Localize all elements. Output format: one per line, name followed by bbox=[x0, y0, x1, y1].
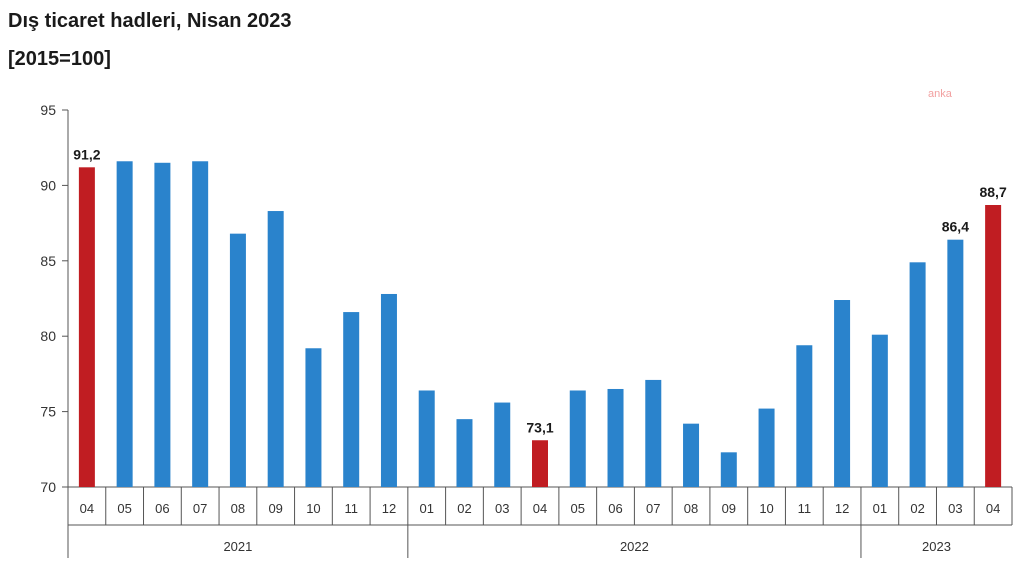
x-tick-label: 09 bbox=[268, 501, 282, 516]
x-tick-label: 01 bbox=[419, 501, 433, 516]
bar bbox=[796, 345, 813, 487]
bar bbox=[720, 452, 737, 487]
x-tick-label: 07 bbox=[646, 501, 660, 516]
x-tick-label: 03 bbox=[495, 501, 509, 516]
bar bbox=[229, 233, 246, 487]
bar bbox=[985, 205, 1002, 487]
bar bbox=[532, 440, 548, 487]
x-tick-label: 04 bbox=[533, 501, 547, 516]
bar bbox=[871, 334, 888, 487]
x-tick-label: 06 bbox=[155, 501, 169, 516]
bar bbox=[683, 423, 700, 487]
bar bbox=[909, 262, 926, 487]
bar bbox=[569, 390, 586, 487]
bar bbox=[758, 408, 775, 487]
y-tick-label: 95 bbox=[40, 102, 56, 118]
x-tick-label: 04 bbox=[986, 501, 1000, 516]
bar bbox=[154, 162, 171, 487]
x-tick-label: 05 bbox=[117, 501, 131, 516]
watermark-logo: anka bbox=[928, 88, 952, 100]
data-label: 91,2 bbox=[73, 146, 100, 162]
bar bbox=[267, 211, 284, 487]
x-tick-label: 11 bbox=[344, 501, 358, 516]
x-tick-label: 10 bbox=[306, 501, 320, 516]
chart-subtitle: [2015=100] bbox=[8, 48, 111, 70]
x-tick-label: 08 bbox=[231, 501, 245, 516]
x-tick-label: 07 bbox=[193, 501, 207, 516]
y-tick-label: 75 bbox=[40, 404, 56, 420]
bar bbox=[116, 161, 133, 487]
bar bbox=[418, 390, 435, 487]
bar bbox=[78, 167, 95, 487]
data-label: 86,4 bbox=[942, 219, 969, 235]
y-tick-label: 70 bbox=[40, 479, 56, 495]
x-tick-label: 02 bbox=[910, 501, 924, 516]
x-tick-label: 08 bbox=[684, 501, 698, 516]
data-label: 88,7 bbox=[979, 184, 1006, 200]
chart-title: Dış ticaret hadleri, Nisan 2023 bbox=[8, 10, 292, 32]
x-tick-label: 01 bbox=[873, 501, 887, 516]
x-tick-label: 04 bbox=[80, 501, 94, 516]
x-year-label: 2022 bbox=[620, 539, 649, 554]
bar bbox=[947, 239, 964, 487]
bar bbox=[305, 348, 322, 487]
x-tick-label: 12 bbox=[835, 501, 849, 516]
x-tick-label: 12 bbox=[382, 501, 396, 516]
x-tick-label: 10 bbox=[759, 501, 773, 516]
x-tick-label: 03 bbox=[948, 501, 962, 516]
bar bbox=[380, 293, 397, 487]
x-tick-label: 09 bbox=[722, 501, 736, 516]
x-tick-label: 02 bbox=[457, 501, 471, 516]
x-tick-label: 11 bbox=[798, 501, 812, 516]
x-tick-label: 05 bbox=[571, 501, 585, 516]
data-label: 73,1 bbox=[526, 419, 553, 435]
bar bbox=[192, 161, 209, 487]
y-tick-label: 80 bbox=[40, 328, 56, 344]
bar bbox=[343, 312, 360, 487]
bar bbox=[834, 300, 851, 487]
bar bbox=[494, 402, 511, 487]
x-year-label: 2021 bbox=[223, 539, 252, 554]
y-tick-label: 85 bbox=[40, 253, 56, 269]
x-year-label: 2023 bbox=[922, 539, 951, 554]
bar bbox=[607, 388, 624, 487]
x-tick-label: 06 bbox=[608, 501, 622, 516]
y-tick-label: 90 bbox=[40, 177, 56, 193]
bar bbox=[456, 419, 473, 487]
bar bbox=[645, 379, 662, 487]
